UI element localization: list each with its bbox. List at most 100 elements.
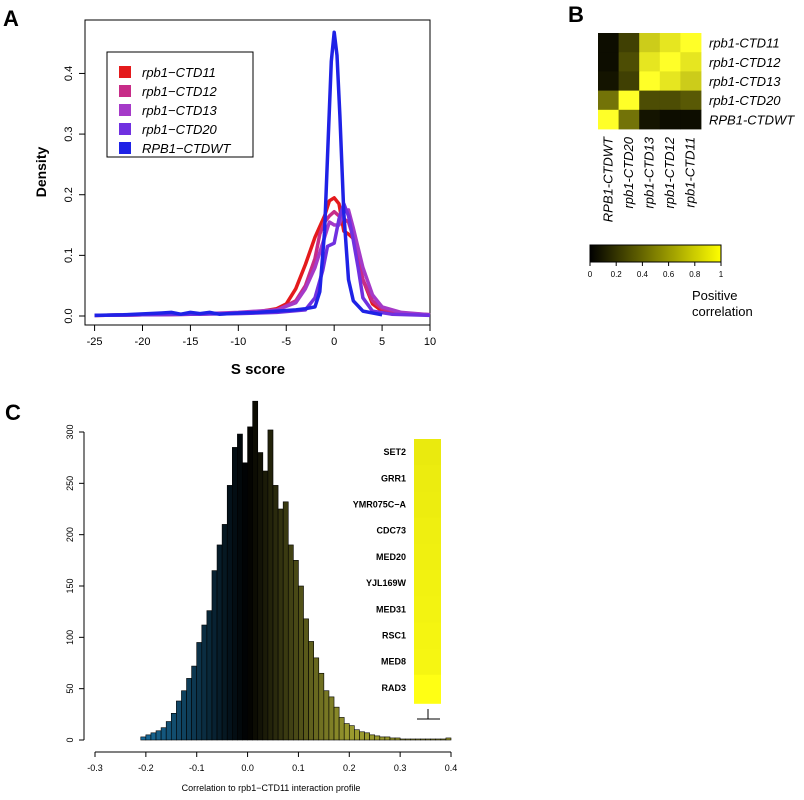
histogram-bars: [140, 400, 452, 741]
histogram-bar: [221, 524, 228, 741]
series-line-rpb1-ctdwt: [94, 30, 383, 318]
histogram-bar: [150, 732, 157, 741]
x-tick-label: 0.0: [241, 763, 254, 773]
histogram-bar: [369, 734, 376, 741]
legend-swatch: [119, 66, 131, 78]
panel-b-correlation-heatmap: rpb1-CTD11 rpb1-CTD12 rpb1-CTD13 rpb1-CTD20…: [588, 33, 795, 319]
heatmap-cell: [639, 90, 661, 111]
y-tick-label: 0.0: [63, 308, 75, 323]
inset-gene-label: MED20: [376, 552, 406, 562]
heatmap-cell: [598, 52, 619, 72]
heatmap-cell: [639, 71, 661, 91]
histogram-bar: [252, 400, 259, 741]
x-tick-label: 5: [379, 336, 385, 348]
inset-cell: [414, 648, 441, 676]
histogram-bar: [323, 690, 330, 741]
histogram-bar: [272, 485, 279, 741]
colorbar-label-line-2: correlation: [692, 304, 753, 319]
legend-swatch: [119, 85, 131, 97]
legend-swatch: [119, 142, 131, 154]
histogram-bar: [333, 706, 340, 741]
inset-gene-label: SET2: [383, 447, 406, 457]
y-tick-label: 0.1: [63, 248, 75, 263]
histogram-bar: [354, 729, 360, 741]
heatmap-row-label: rpb1-CTD12: [709, 55, 781, 70]
histogram-bar: [389, 737, 396, 741]
histogram-bar: [242, 462, 248, 741]
heatmap-row-label: rpb1-CTD11: [709, 36, 780, 51]
histogram-bar: [165, 721, 172, 741]
legend-label: rpb1−CTD11: [142, 65, 216, 80]
heatmap-col-labels: RPB1-CTDWT rpb1-CTD20 rpb1-CTD13 rpb1-CTD12…: [600, 136, 697, 222]
x-tick-label: -15: [182, 336, 198, 348]
x-tick-label: 0: [331, 336, 337, 348]
y-tick-label: 100: [65, 630, 75, 645]
histogram-bar: [140, 736, 147, 741]
legend-label: rpb1−CTD13: [142, 103, 218, 118]
panel-c-letter: C: [5, 400, 21, 425]
histogram-bar: [430, 738, 437, 741]
histogram-bar: [364, 732, 370, 741]
heatmap-cell: [618, 33, 640, 53]
histogram-y-axis: 0 50 100 150 200 250 300: [65, 424, 85, 743]
legend-label: rpb1−CTD20: [142, 122, 218, 137]
histogram-bar: [348, 725, 355, 741]
heatmap-cell: [659, 33, 681, 53]
heatmap-cell: [659, 90, 681, 111]
colorbar: [589, 244, 722, 263]
inset-gene-label: RAD3: [381, 683, 406, 693]
heatmap-cell: [659, 109, 681, 130]
plot-a-x-axis: -25 -20 -15 -10 -5 0 5 10: [87, 325, 436, 348]
histogram-bar: [343, 723, 350, 741]
heatmap-cell: [598, 109, 619, 130]
heatmap-cell: [659, 52, 681, 72]
x-tick-label: -10: [230, 336, 246, 348]
inset-cell: [414, 543, 441, 571]
plot-a-frame: [84, 19, 431, 326]
y-tick-label: 0.4: [63, 66, 75, 81]
histogram-bar: [226, 485, 233, 741]
x-tick-label: -0.2: [138, 763, 154, 773]
histogram-bar: [247, 426, 253, 741]
histogram-bar: [267, 429, 274, 741]
inset-cell: [414, 517, 441, 545]
histogram-bar: [191, 665, 198, 741]
histogram-bar: [298, 585, 304, 741]
heatmap-row-label: RPB1-CTDWT: [709, 112, 795, 127]
histogram-bar: [257, 452, 264, 741]
histogram-bar: [379, 736, 386, 741]
legend-label: RPB1−CTDWT: [142, 141, 232, 156]
legend-label: rpb1−CTD12: [142, 84, 218, 99]
heatmap-cell: [680, 52, 702, 72]
histogram-bar: [318, 672, 325, 741]
heatmap-cell: [659, 71, 681, 91]
heatmap-cell: [618, 109, 640, 130]
y-tick-label: 150: [65, 578, 75, 593]
heatmap-cell: [639, 52, 661, 72]
colorbar-tick-label: 1: [719, 270, 724, 279]
panel-c-correlation-histogram: -0.3 -0.2 -0.1 0.0 0.1 0.2 0.3 0.4 0 50 100 150 200…: [65, 400, 457, 793]
heatmap-col-label: rpb1-CTD12: [662, 136, 677, 208]
histogram-bar: [277, 508, 284, 741]
inset-cell: [414, 465, 441, 492]
histogram-bar: [170, 713, 177, 741]
histogram-bar: [186, 678, 192, 741]
top-gene-inset: SET2 GRR1 YMR075C−A CDC73 MED20 YJL169W MED31 R…: [353, 439, 441, 720]
x-tick-label: -20: [135, 336, 151, 348]
panel-b-letter: B: [568, 2, 584, 27]
heatmap-col-label: rpb1-CTD20: [621, 136, 636, 208]
histogram-bar: [399, 738, 406, 741]
legend-swatch: [119, 104, 131, 116]
histogram-bar: [211, 570, 218, 741]
heatmap-cells: [598, 33, 702, 130]
heatmap-cell: [680, 109, 702, 130]
histogram-bar: [282, 501, 289, 741]
histogram-x-label: Correlation to rpb1−CTD11 interaction pr…: [182, 783, 361, 793]
series-line-rpb1-ctd20: [94, 202, 431, 318]
x-tick-label: 0.1: [292, 763, 305, 773]
plot-a-y-label: Density: [33, 147, 49, 198]
inset-gene-label: MED8: [381, 657, 406, 667]
y-tick-label: 200: [65, 527, 75, 542]
histogram-bar: [420, 738, 426, 741]
